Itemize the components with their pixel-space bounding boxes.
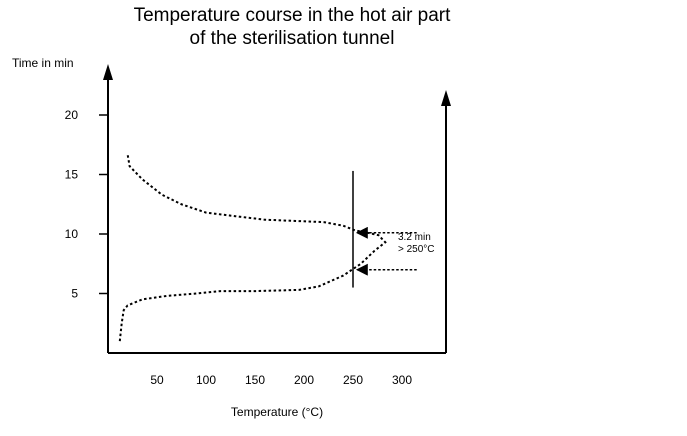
temperature-curve-1 <box>118 154 387 342</box>
x-tick-label-200: 200 <box>294 373 314 387</box>
annotation-duration: 3.2 min <box>398 232 431 243</box>
x-tick-label-300: 300 <box>392 373 412 387</box>
y-axis-left-arrowhead <box>103 64 113 80</box>
x-tick-label-250: 250 <box>343 373 363 387</box>
x-tick-label-100: 100 <box>196 373 216 387</box>
chart-title-line-2: of the sterilisation tunnel <box>189 28 395 49</box>
y-tick-label-15: 15 <box>65 168 79 182</box>
chart-title-line-1: Temperature course in the hot air part <box>133 5 451 26</box>
y-tick-label-20: 20 <box>65 108 79 122</box>
x-axis-title: Temperature (°C) <box>231 405 323 419</box>
y-tick-label-10: 10 <box>65 227 79 241</box>
y-tick-label-5: 5 <box>71 287 78 301</box>
y-axis-right-arrowhead <box>441 90 451 106</box>
x-tick-label-150: 150 <box>245 373 265 387</box>
annotation-threshold: > 250°C <box>398 244 435 255</box>
x-tick-label-50: 50 <box>150 373 164 387</box>
y-axis-title: Time in min <box>12 56 74 70</box>
